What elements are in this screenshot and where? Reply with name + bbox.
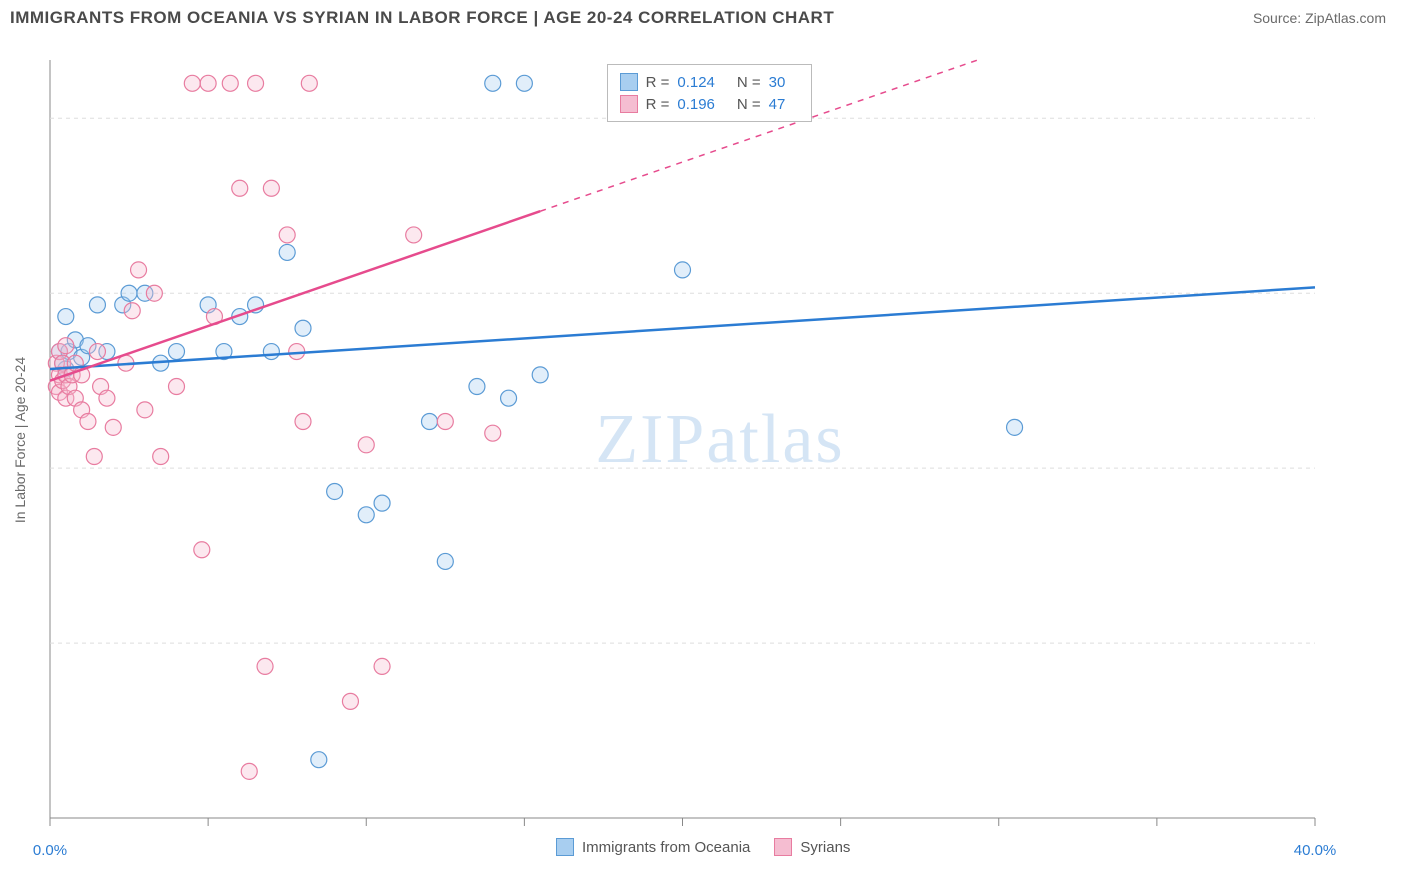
correlation-chart: In Labor Force | Age 20-24 ZIPatlas R = … bbox=[50, 40, 1390, 840]
legend-r-label: R = bbox=[646, 74, 670, 91]
legend-n-value: 47 bbox=[769, 96, 786, 113]
legend-swatch bbox=[556, 838, 574, 856]
x-tick-label: 0.0% bbox=[33, 842, 67, 859]
legend-n-label: N = bbox=[737, 96, 761, 113]
legend-row: R = 0.124 N = 30 bbox=[620, 71, 800, 93]
legend-r-value: 0.196 bbox=[677, 96, 715, 113]
legend-swatch bbox=[620, 73, 638, 91]
legend-row: R = 0.196 N = 47 bbox=[620, 93, 800, 115]
legend-series: Immigrants from Oceania Syrians bbox=[556, 838, 850, 856]
legend-r-label: R = bbox=[646, 96, 670, 113]
legend-n-value: 30 bbox=[769, 74, 786, 91]
legend-r-value: 0.124 bbox=[677, 74, 715, 91]
legend-correlation-box: R = 0.124 N = 30 R = 0.196 N = 47 bbox=[607, 64, 813, 122]
page-title: IMMIGRANTS FROM OCEANIA VS SYRIAN IN LAB… bbox=[10, 8, 834, 28]
source-attribution: Source: ZipAtlas.com bbox=[1253, 10, 1386, 26]
legend-series-label: Immigrants from Oceania bbox=[582, 839, 750, 856]
legend-n-label: N = bbox=[737, 74, 761, 91]
legend-swatch bbox=[774, 838, 792, 856]
legend-series-label: Syrians bbox=[800, 839, 850, 856]
y-axis-label: In Labor Force | Age 20-24 bbox=[12, 357, 28, 523]
legend-series-item: Immigrants from Oceania bbox=[556, 838, 750, 856]
scatter-plot-svg bbox=[50, 40, 1325, 838]
legend-series-item: Syrians bbox=[774, 838, 850, 856]
x-tick-label: 40.0% bbox=[1294, 842, 1337, 859]
header: IMMIGRANTS FROM OCEANIA VS SYRIAN IN LAB… bbox=[0, 0, 1406, 36]
legend-swatch bbox=[620, 95, 638, 113]
